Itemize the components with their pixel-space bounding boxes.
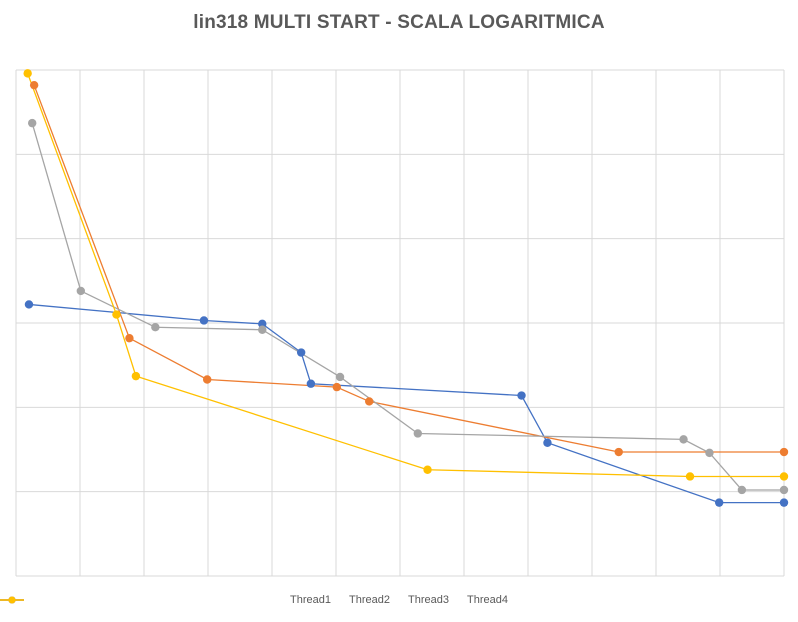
data-point-thread2 [29,80,39,90]
data-point-thread4 [423,465,432,474]
data-point-thread4 [23,69,32,78]
data-point-thread4 [685,472,695,481]
data-point-thread1 [779,498,789,507]
data-point-thread3 [705,448,714,458]
legend: Thread1 Thread2 Thread3 Thread4 [0,594,798,606]
legend-label: Thread1 [290,594,332,606]
legend-label: Thread3 [408,594,449,606]
data-point-thread3 [413,429,423,438]
data-point-thread2 [332,382,342,392]
data-point-thread1 [517,391,526,400]
data-point-thread4 [131,371,141,381]
legend-item-thread2: Thread2 [0,594,390,606]
legend-label: Thread2 [349,594,390,606]
data-point-thread3 [258,325,267,334]
series-line-thread4 [27,73,784,478]
chart-title: lin318 MULTI START - SCALA LOGARITMICA [193,12,605,33]
legend-label: Thread4 [466,594,508,606]
data-point-thread3 [151,323,160,332]
data-point-thread2 [202,375,212,384]
data-point-thread3 [28,118,37,128]
legend-item-thread3: Thread3 [0,594,449,606]
data-point-thread1 [24,300,34,309]
data-point-thread1 [258,319,267,329]
data-point-thread2 [779,447,789,457]
data-point-thread1 [714,498,724,507]
legend-item-thread1: Thread1 [0,594,332,606]
data-point-thread2 [614,447,623,457]
legend-item-thread4: Thread4 [0,594,508,606]
data-point-thread3 [76,286,86,296]
data-point-thread2 [125,333,134,343]
data-point-thread1 [296,348,306,357]
series-line-thread2 [33,84,784,453]
data-point-thread1 [306,379,316,388]
legend-swatch [0,596,24,604]
series-line-thread3 [31,122,784,491]
data-point-thread3 [335,372,345,382]
data-point-thread3 [737,485,747,495]
data-point-thread1 [199,316,209,325]
data-point-thread4 [112,310,121,319]
data-point-thread4 [779,472,789,481]
data-point-thread3 [779,485,789,495]
series-line-thread1 [28,303,784,504]
data-point-thread1 [543,438,552,447]
data-point-thread3 [679,435,688,444]
data-point-thread2 [365,397,374,406]
